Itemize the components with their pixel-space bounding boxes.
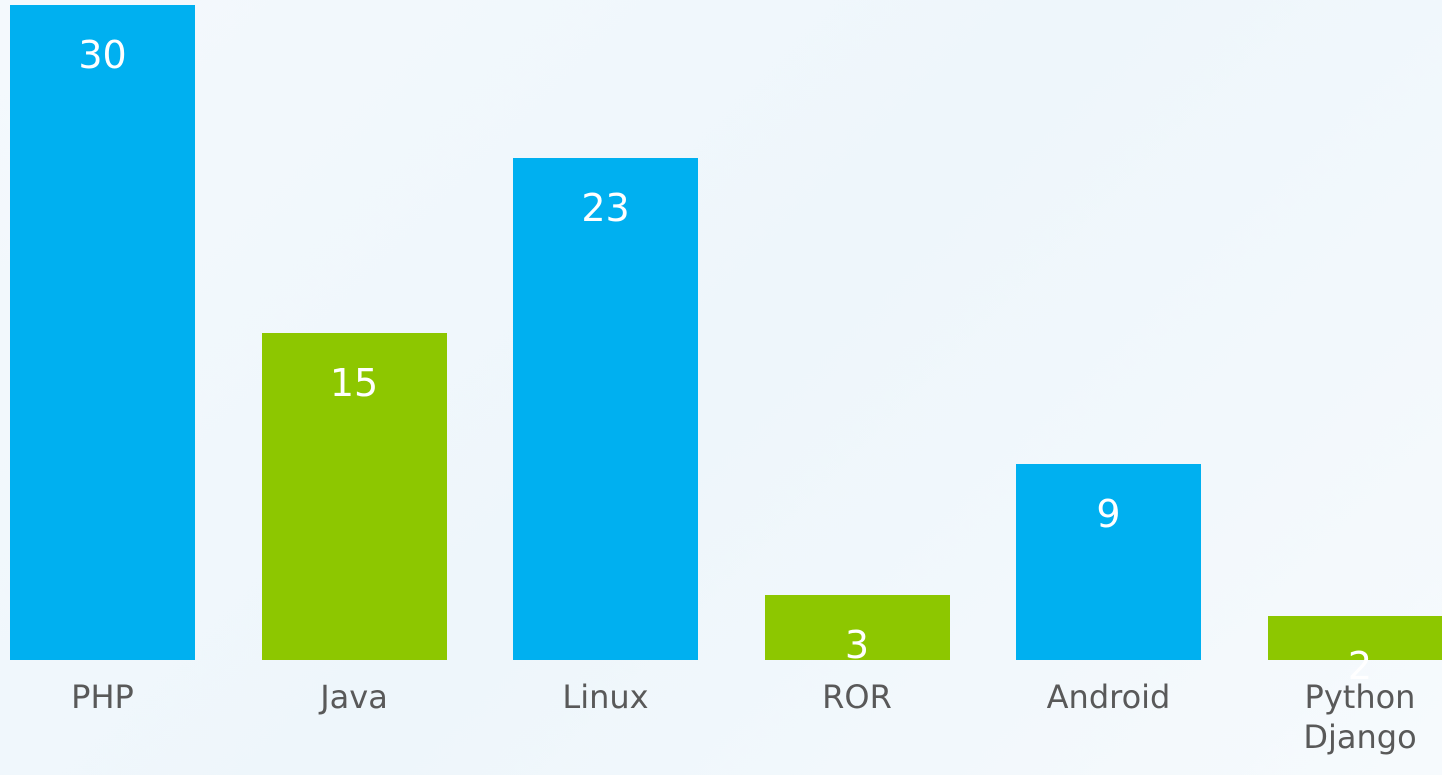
x-tick-label: PHP [71,678,134,716]
value-label: 23 [581,185,630,230]
x-tick-label: Java [320,678,388,716]
bar [764,594,950,660]
bar [10,5,195,660]
bar [261,332,447,660]
bar [1267,616,1442,660]
value-label: 3 [844,622,870,667]
bar [513,157,698,660]
x-tick-label: Android [1046,678,1171,716]
x-tick-label: Python Django [1303,678,1417,756]
value-label: 9 [1096,491,1121,536]
value-label: 2 [1347,644,1373,689]
bar [1016,463,1201,660]
x-tick-label: ROR [822,678,892,716]
value-label: 15 [329,360,379,405]
x-tick-label: Linux [562,678,649,716]
value-label: 30 [78,33,127,77]
